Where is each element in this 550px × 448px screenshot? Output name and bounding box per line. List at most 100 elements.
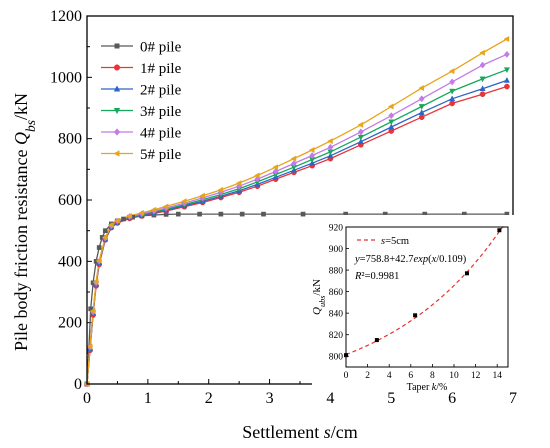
legend: 0# pile 1# pile 2# pile 3# pile 4# pile 5# pi… bbox=[101, 40, 182, 163]
inset-annotations: s=5cm y=758.8+42.7exp(x/0.109) R²=0.9981 bbox=[354, 236, 467, 282]
series-5-point bbox=[217, 186, 224, 193]
x-tick-label: 7 bbox=[509, 390, 517, 407]
series-4-point bbox=[309, 152, 316, 160]
series-2-point bbox=[503, 77, 510, 83]
inset-fit-curve bbox=[345, 226, 508, 356]
series-4-point bbox=[290, 159, 297, 168]
inset-y-tick-label: 880 bbox=[329, 267, 344, 277]
inset-x-tick-label: 0 bbox=[344, 371, 349, 381]
x-tick-label: 0 bbox=[83, 390, 91, 407]
legend-label: 0# pile bbox=[140, 40, 182, 56]
main-plot-frame bbox=[86, 15, 514, 385]
inset-x-tick-label: 14 bbox=[492, 371, 502, 381]
series-4-point bbox=[327, 143, 334, 151]
series-4-point bbox=[388, 112, 395, 120]
y-tick-label: 0 bbox=[74, 376, 82, 393]
series-5-point bbox=[327, 138, 333, 145]
inset-y-tick-label: 900 bbox=[329, 245, 344, 255]
series-1-point bbox=[504, 83, 510, 90]
series-2-point bbox=[449, 95, 456, 102]
inset-x-tick-label: 6 bbox=[408, 371, 413, 381]
series-2-point bbox=[388, 123, 395, 130]
series-0-point bbox=[239, 211, 245, 217]
series-3-point bbox=[449, 88, 456, 95]
inset-y-tick-label: 860 bbox=[329, 288, 344, 298]
x-tick-label: 4 bbox=[326, 390, 334, 407]
series-5-point bbox=[308, 146, 315, 154]
series-5-point bbox=[95, 257, 102, 264]
series-0-point bbox=[96, 245, 102, 250]
inset-fit-equation: y=758.8+42.7exp(x/0.109) bbox=[354, 254, 467, 265]
inset-y-tick-label: 840 bbox=[329, 310, 344, 320]
series-4-point bbox=[503, 50, 510, 58]
inset-y-tick-label: 800 bbox=[329, 353, 344, 363]
series-5-point bbox=[162, 203, 169, 210]
inset-x-tick-label: 10 bbox=[449, 371, 459, 381]
series-5-point bbox=[448, 68, 455, 75]
series-2-point bbox=[418, 109, 425, 115]
series-3-point bbox=[479, 76, 486, 83]
series-5-point bbox=[114, 217, 120, 224]
legend-marker bbox=[113, 108, 121, 115]
series-5-point bbox=[357, 121, 364, 128]
legend-label: 1# pile bbox=[140, 61, 182, 77]
series-1-point bbox=[449, 100, 455, 107]
main-series-markers bbox=[83, 35, 510, 388]
series-5-point bbox=[387, 103, 394, 110]
inset-plot-frame bbox=[345, 226, 509, 368]
x-tick-label: 1 bbox=[144, 390, 152, 407]
series-5-point bbox=[235, 180, 242, 187]
series-5-point bbox=[101, 234, 108, 241]
series-5-point bbox=[126, 212, 132, 219]
series-2-point bbox=[479, 85, 486, 92]
inset-tick-labels: 0 2 4 6 8 10 12 14 800 820 840 860 880 900 920 bbox=[329, 224, 502, 382]
legend-label: 4# pile bbox=[140, 126, 182, 142]
inset-x-tick-label: 8 bbox=[430, 371, 435, 381]
series-5-point bbox=[254, 172, 260, 179]
series-4-point bbox=[418, 95, 425, 103]
series-2-point bbox=[357, 138, 364, 145]
series-4-point bbox=[357, 128, 364, 136]
legend-label: 3# pile bbox=[140, 104, 182, 120]
series-5-point bbox=[418, 85, 425, 92]
inset-x-tick-label: 12 bbox=[471, 371, 481, 381]
series-3-point bbox=[418, 104, 425, 110]
series-5-point bbox=[503, 35, 510, 43]
inset-x-tick-label: 4 bbox=[387, 371, 392, 381]
y-tick-label: 400 bbox=[58, 253, 82, 270]
x-axis-title: Settlement s/cm bbox=[242, 422, 358, 442]
x-tick-label: 2 bbox=[205, 390, 213, 407]
inset-y-tick-label: 920 bbox=[329, 224, 344, 234]
legend-marker bbox=[113, 150, 120, 157]
legend-marker bbox=[113, 85, 121, 92]
series-5-point bbox=[138, 209, 145, 216]
series-0-point bbox=[121, 216, 126, 222]
series-1-point bbox=[479, 91, 486, 98]
inset-point bbox=[413, 313, 418, 318]
legend-marker bbox=[113, 64, 121, 71]
y-tick-label: 800 bbox=[58, 131, 82, 148]
legend-marker bbox=[113, 128, 121, 136]
y-tick-label: 600 bbox=[58, 192, 82, 209]
inset-point bbox=[464, 271, 469, 276]
inset-r-squared: R²=0.9981 bbox=[354, 271, 399, 282]
series-3-point bbox=[503, 67, 510, 74]
series-0-point bbox=[261, 211, 266, 217]
series-0-point bbox=[175, 211, 181, 217]
series-5-point bbox=[180, 198, 187, 205]
legend-marker bbox=[114, 43, 120, 49]
y-axis-title: Pile body friction resistance Qbs/kN bbox=[11, 93, 38, 351]
series-5-point bbox=[107, 222, 114, 229]
inset-legend-label: s=5cm bbox=[381, 236, 409, 247]
y-tick-label: 1000 bbox=[50, 69, 82, 86]
series-4-point bbox=[272, 167, 279, 175]
inset-point bbox=[374, 338, 379, 343]
x-tick-label: 6 bbox=[448, 390, 456, 407]
series-5-point bbox=[290, 155, 297, 162]
legend-label: 2# pile bbox=[140, 83, 182, 99]
inset-point bbox=[497, 228, 502, 233]
x-tick-label: 3 bbox=[266, 390, 274, 407]
inset-background bbox=[312, 215, 514, 390]
